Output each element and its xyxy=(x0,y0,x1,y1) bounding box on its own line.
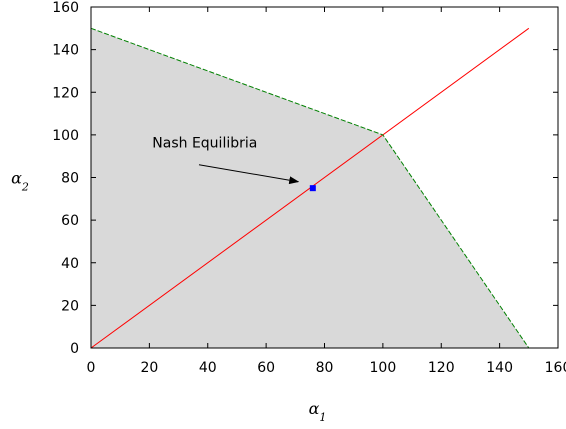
y-tick-label: 80 xyxy=(61,171,79,187)
x-tick-label: 140 xyxy=(486,360,513,376)
y-axis-label: α2 xyxy=(11,169,29,194)
y-tick-label: 20 xyxy=(61,298,79,314)
x-tick-label: 60 xyxy=(257,360,275,376)
x-axis-label: α1 xyxy=(309,399,327,424)
x-tick-label: 120 xyxy=(428,360,455,376)
y-tick-label: 140 xyxy=(52,43,79,59)
x-tick-label: 160 xyxy=(545,360,566,376)
nash-equilibrium-marker xyxy=(309,185,316,192)
y-tick-label: 40 xyxy=(61,256,79,272)
y-tick-label: 0 xyxy=(70,341,79,357)
y-tick-label: 100 xyxy=(52,128,79,144)
y-tick-label: 160 xyxy=(52,0,79,16)
x-tick-label: 80 xyxy=(316,360,334,376)
x-tick-label: 40 xyxy=(199,360,217,376)
x-tick-label: 0 xyxy=(87,360,96,376)
x-tick-label: 100 xyxy=(370,360,397,376)
series-line-2 xyxy=(90,27,530,349)
annotation-text: Nash Equilibria xyxy=(152,136,257,152)
annotation-arrow xyxy=(198,164,300,185)
y-tick-label: 60 xyxy=(61,213,79,229)
x-tick-label: 20 xyxy=(140,360,158,376)
y-tick-label: 120 xyxy=(52,85,79,101)
